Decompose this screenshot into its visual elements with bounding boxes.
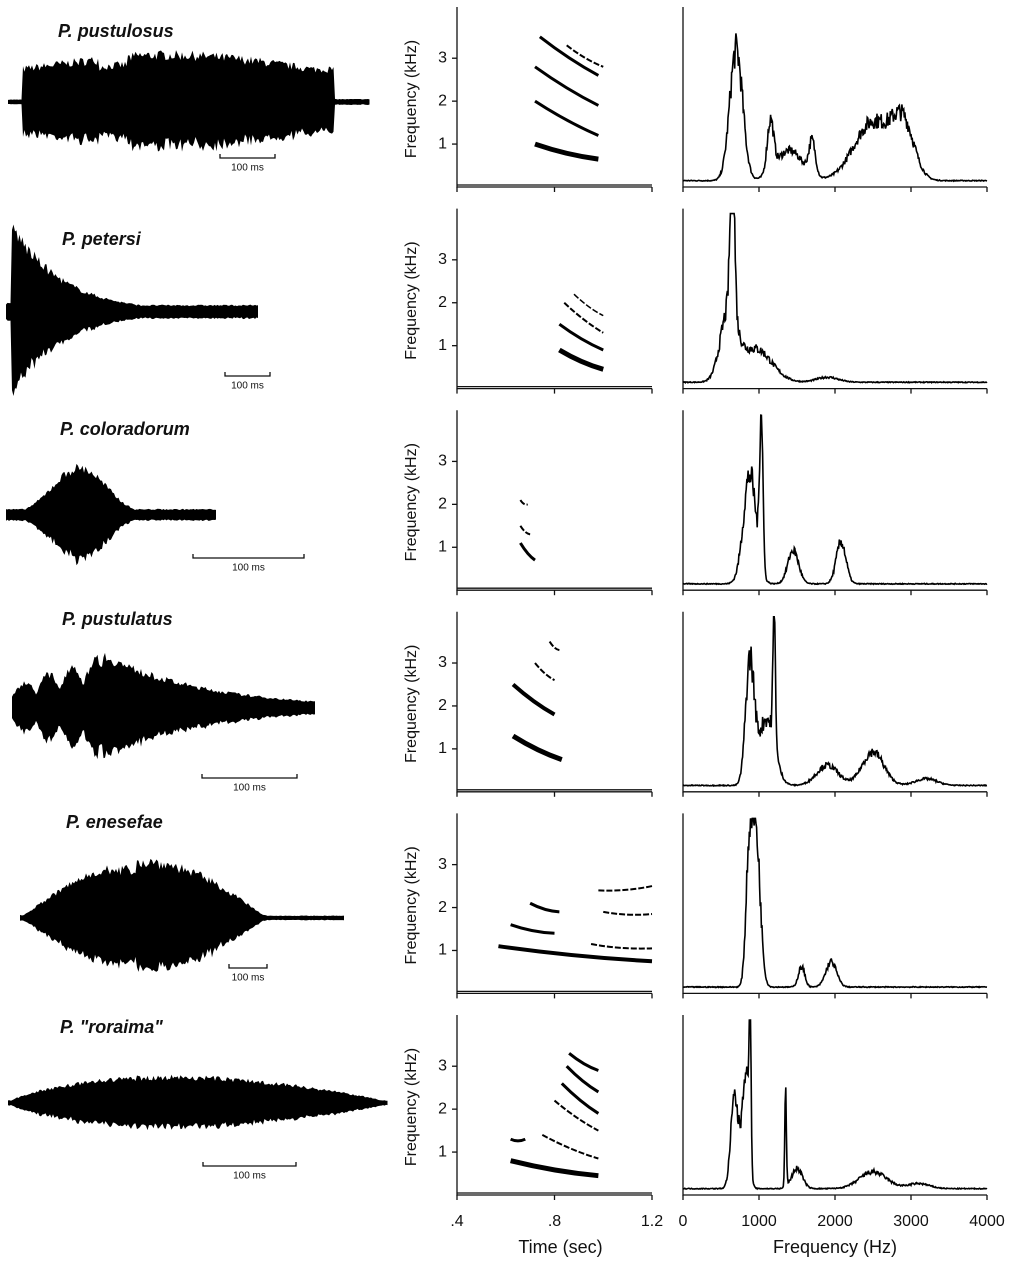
figure: P. pustulosus 100 ms 1 2 3 Frequency (kHz) P. … bbox=[0, 0, 1024, 1261]
harmonic bbox=[564, 303, 603, 333]
x-tick-label: .8 bbox=[548, 1213, 561, 1230]
harmonic bbox=[520, 526, 530, 535]
spectrum-curve bbox=[683, 214, 987, 383]
scale-label: 100 ms bbox=[232, 563, 265, 574]
y-axis-label: Frequency (kHz) bbox=[403, 443, 420, 561]
waveform bbox=[20, 859, 344, 972]
x-axis-label: Frequency (Hz) bbox=[773, 1237, 897, 1257]
harmonic bbox=[591, 944, 652, 949]
harmonic bbox=[550, 642, 560, 651]
harmonic bbox=[511, 925, 555, 934]
y-tick-label: 3 bbox=[438, 251, 447, 268]
spectrum-curve bbox=[683, 33, 987, 181]
species-name: P. pustulatus bbox=[62, 609, 173, 629]
y-tick-label: 3 bbox=[438, 1057, 447, 1074]
harmonic bbox=[530, 903, 559, 912]
harmonic bbox=[535, 144, 598, 159]
y-tick-label: 1 bbox=[438, 740, 447, 757]
waveform bbox=[12, 653, 315, 759]
waveform bbox=[8, 1075, 388, 1130]
species-name: P. coloradorum bbox=[60, 419, 190, 439]
spectrum-curve bbox=[683, 617, 987, 786]
harmonic bbox=[555, 1101, 599, 1131]
y-axis-label: Frequency (kHz) bbox=[403, 645, 420, 763]
scale-bar bbox=[202, 774, 297, 778]
harmonic bbox=[513, 684, 554, 714]
waveform bbox=[8, 50, 370, 151]
scale-bar bbox=[193, 554, 304, 558]
y-tick-label: 2 bbox=[438, 1100, 447, 1117]
spectrogram-axes bbox=[457, 612, 652, 792]
y-axis-label: Frequency (kHz) bbox=[403, 40, 420, 158]
x-tick-label: 1.2 bbox=[641, 1213, 663, 1230]
scale-bar bbox=[225, 372, 270, 376]
spectrum-curve bbox=[683, 1020, 987, 1189]
scale-bar bbox=[220, 154, 275, 158]
x-axis-label: Time (sec) bbox=[518, 1237, 602, 1257]
x-tick-label: 1000 bbox=[741, 1213, 777, 1230]
harmonic bbox=[498, 946, 652, 961]
y-tick-label: 1 bbox=[438, 1143, 447, 1160]
harmonic bbox=[535, 663, 555, 680]
x-tick-label: .4 bbox=[450, 1213, 463, 1230]
spectrogram-axes bbox=[457, 209, 652, 389]
spectrum-curve bbox=[683, 818, 987, 987]
spectrogram-axes bbox=[457, 813, 652, 993]
y-tick-label: 1 bbox=[438, 538, 447, 555]
harmonic bbox=[598, 886, 652, 891]
spectrogram-axes bbox=[457, 410, 652, 590]
x-tick-label: 3000 bbox=[893, 1213, 929, 1230]
harmonic bbox=[511, 1161, 599, 1176]
harmonic bbox=[535, 101, 598, 135]
harmonic bbox=[559, 350, 603, 369]
spectrum-curve bbox=[683, 415, 987, 584]
scale-label: 100 ms bbox=[233, 783, 266, 794]
species-name: P. "roraima" bbox=[60, 1017, 163, 1037]
y-tick-label: 2 bbox=[438, 294, 447, 311]
harmonic bbox=[535, 67, 598, 106]
y-tick-label: 2 bbox=[438, 697, 447, 714]
scale-label: 100 ms bbox=[231, 163, 264, 174]
spectrogram-axes bbox=[457, 7, 652, 187]
y-axis-label: Frequency (kHz) bbox=[403, 1048, 420, 1166]
species-name: P. enesefae bbox=[66, 812, 163, 832]
spectrum-axes bbox=[683, 7, 987, 187]
scale-bar bbox=[229, 964, 267, 968]
x-tick-label: 4000 bbox=[969, 1213, 1005, 1230]
y-tick-label: 2 bbox=[438, 496, 447, 513]
harmonic bbox=[520, 500, 527, 505]
scale-bar bbox=[203, 1162, 296, 1166]
y-tick-label: 3 bbox=[438, 453, 447, 470]
spectrum-axes bbox=[683, 209, 987, 389]
y-tick-label: 1 bbox=[438, 942, 447, 959]
y-tick-label: 2 bbox=[438, 92, 447, 109]
scale-label: 100 ms bbox=[233, 1171, 266, 1182]
y-tick-label: 1 bbox=[438, 337, 447, 354]
scale-label: 100 ms bbox=[231, 381, 264, 392]
species-name: P. pustulosus bbox=[58, 21, 174, 41]
y-tick-label: 1 bbox=[438, 135, 447, 152]
harmonic bbox=[542, 1135, 598, 1159]
y-tick-label: 3 bbox=[438, 856, 447, 873]
species-name: P. petersi bbox=[62, 229, 142, 249]
x-tick-label: 2000 bbox=[817, 1213, 853, 1230]
y-axis-label: Frequency (kHz) bbox=[403, 846, 420, 964]
harmonic bbox=[513, 736, 562, 760]
harmonic bbox=[540, 37, 599, 76]
waveform bbox=[6, 464, 216, 565]
scale-label: 100 ms bbox=[232, 973, 265, 984]
harmonic bbox=[574, 294, 603, 315]
x-tick-label: 0 bbox=[679, 1213, 688, 1230]
harmonic bbox=[567, 45, 604, 66]
y-tick-label: 2 bbox=[438, 899, 447, 916]
spectrum-axes bbox=[683, 612, 987, 792]
waveform bbox=[6, 224, 258, 395]
harmonic bbox=[511, 1139, 526, 1141]
y-tick-label: 3 bbox=[438, 654, 447, 671]
y-tick-label: 3 bbox=[438, 49, 447, 66]
y-axis-label: Frequency (kHz) bbox=[403, 241, 420, 359]
harmonic bbox=[603, 912, 652, 915]
harmonic bbox=[569, 1053, 598, 1070]
harmonic bbox=[520, 543, 535, 560]
